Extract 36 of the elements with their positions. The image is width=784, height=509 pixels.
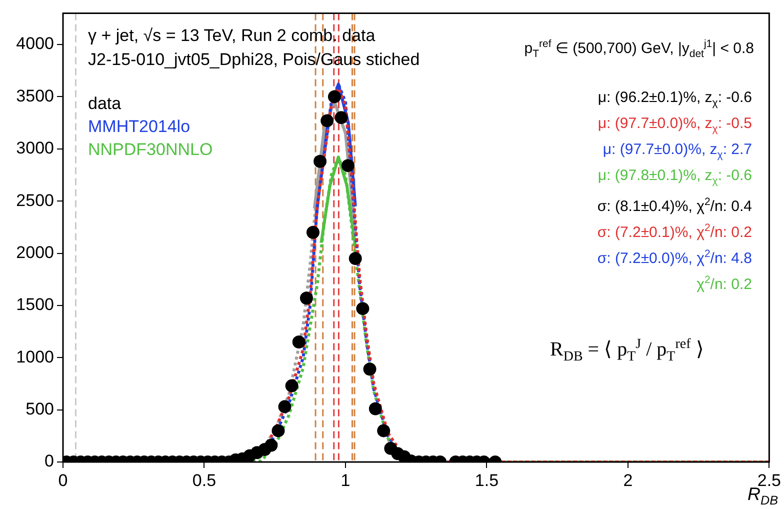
annotation: μ: (96.2±0.1)%, z$_{χ}$: -0.6: [598, 88, 752, 111]
text: NNPDF30NNLO: [88, 140, 213, 160]
y-tick-label: 1500: [16, 295, 54, 314]
y-tick-label: 3500: [16, 86, 54, 106]
text: data: [88, 94, 122, 114]
text: γ + jet, √s = 13 TeV, Run 2 comb. data: [88, 26, 376, 46]
x-tick-label: 2: [623, 470, 633, 490]
annotation: μ: (97.7±0.0)%, z$_{χ}$: -0.5: [598, 114, 752, 137]
annotation: σ: (8.1±0.4)%, χ$^{2}$/n: 0.4: [597, 195, 752, 217]
y-tick-label: 3000: [16, 138, 54, 158]
y-tick-label: 1000: [16, 347, 54, 366]
x-tick-label: 0.5: [192, 470, 216, 490]
annotation: σ: (7.2±0.1)%, χ$^{2}$/n: 0.2: [597, 221, 752, 243]
y-tick-label: 2000: [16, 242, 54, 262]
point: [334, 111, 348, 124]
point: [342, 159, 355, 172]
annotation: μ: (97.8±0.1)%, z$_{χ}$: -0.6: [598, 166, 752, 189]
text: MMHT2014lo: [88, 117, 190, 137]
y-tick-label: 2500: [16, 190, 54, 210]
x-tick-label: 1: [340, 470, 350, 490]
annotation: σ: (7.2±0.0)%, χ$^{2}$/n: 4.8: [597, 247, 752, 269]
point: [314, 154, 327, 168]
x-tick-label: 0: [58, 470, 68, 490]
point: [320, 114, 334, 128]
point: [328, 90, 341, 104]
y-tick-label: 4000: [16, 34, 54, 54]
text: J2-15-010_jvt05_Dphi28, Pois/Gaus stiched: [88, 50, 420, 70]
y-tick-label: 0: [44, 452, 54, 471]
text: R$_{DB}$ = ⟨ p$_{T}$$^{J}$ / p$_{T}$$^{ref}$ ⟩: [550, 337, 704, 365]
annotation: p$_{T}$$^{ref}$ ∈ (500,700) GeV, |y$_{det}$$^{j1}$| < 0.8: [524, 37, 754, 62]
annotation: μ: (97.7±0.0)%, z$_{χ}$: 2.7: [602, 140, 752, 163]
point: [306, 226, 320, 239]
x-tick-label: 1.5: [474, 470, 499, 490]
point: [348, 252, 362, 265]
y-tick-label: 500: [26, 400, 54, 418]
annotation: χ$^{2}$/n: 0.2: [696, 273, 752, 295]
